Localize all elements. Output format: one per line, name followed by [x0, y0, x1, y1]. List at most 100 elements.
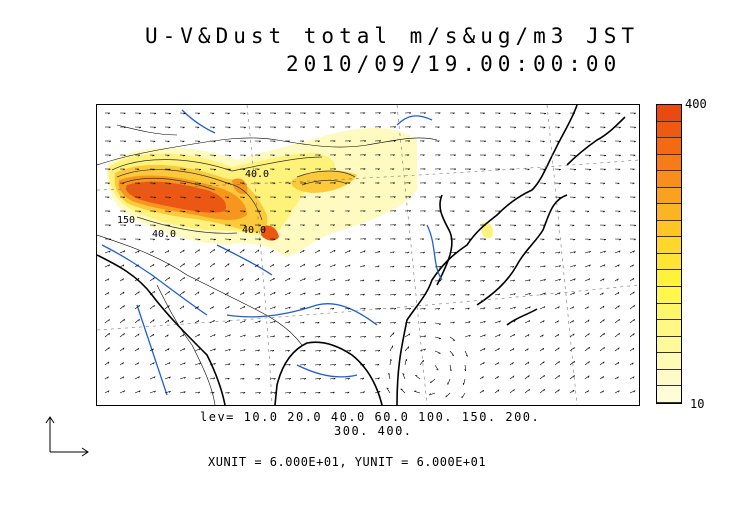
wind-arrowhead	[422, 140, 425, 143]
wind-arrowhead	[349, 154, 352, 157]
wind-arrow	[104, 264, 110, 268]
wind-arrow	[284, 321, 290, 324]
wind-arrowhead	[243, 306, 246, 309]
wind-arrowhead	[274, 392, 277, 394]
map-timestamp: 2010/09/19.00:00:00	[286, 52, 622, 76]
wind-arrow	[209, 348, 216, 352]
wind-arrow	[149, 376, 156, 380]
wind-arrowhead	[107, 292, 109, 295]
wind-arrow	[194, 348, 201, 352]
wind-arrow	[434, 336, 441, 339]
wind-arrowhead	[153, 182, 156, 185]
wind-arrow	[284, 350, 290, 352]
wind-arrow	[149, 263, 155, 268]
wind-arrowhead	[602, 390, 604, 393]
wind-arrow	[374, 377, 380, 380]
wind-arrowhead	[123, 291, 125, 294]
wind-arrowhead	[212, 306, 214, 309]
wind-arrow	[494, 376, 499, 380]
wind-arrow	[569, 347, 575, 352]
wind-arrow	[224, 348, 231, 352]
wind-arrowhead	[318, 391, 321, 394]
wind-arrow	[434, 350, 441, 354]
wind-arrowhead	[183, 391, 186, 394]
wind-arrowhead	[107, 361, 110, 364]
wind-arrowhead	[274, 210, 277, 213]
wind-arrowhead	[302, 224, 305, 227]
wind-arrowhead	[632, 362, 634, 365]
colorbar-cell	[657, 369, 681, 387]
wind-arrow	[539, 320, 545, 324]
wind-arrowhead	[618, 305, 620, 308]
wind-arrow	[344, 336, 351, 338]
wind-arrowhead	[409, 210, 412, 213]
wind-arrowhead	[438, 210, 441, 213]
wind-arrowhead	[258, 335, 261, 338]
wind-arrowhead	[438, 154, 441, 157]
wind-arrowhead	[618, 319, 620, 322]
wind-arrowhead	[183, 362, 186, 365]
wind-arrowhead	[573, 347, 575, 350]
wind-arrow	[254, 278, 260, 282]
wind-arrowhead	[558, 251, 561, 254]
wind-arrowhead	[273, 277, 275, 280]
wind-arrowhead	[197, 210, 200, 213]
wind-arrowhead	[529, 112, 532, 115]
wind-arrowhead	[572, 126, 575, 129]
wind-arrowhead	[542, 334, 544, 337]
wind-arrow	[254, 291, 260, 296]
wind-arrowhead	[212, 392, 215, 394]
wind-arrow	[344, 391, 350, 394]
contour-label: 40.0	[245, 169, 269, 180]
wind-arrow	[209, 392, 215, 394]
wind-arrow	[134, 264, 139, 268]
wind-arrowhead	[528, 320, 531, 323]
wind-arrowhead	[273, 140, 276, 143]
wind-arrowhead	[634, 126, 637, 129]
wind-arrow	[404, 294, 412, 296]
wind-arrowhead	[198, 348, 201, 351]
wind-arrowhead	[430, 380, 432, 384]
wind-arrowhead	[603, 319, 605, 322]
wind-arrow	[509, 293, 516, 296]
wind-arrow	[179, 348, 185, 352]
wind-arrow	[359, 308, 366, 310]
wind-arrowhead	[274, 112, 277, 115]
wind-arrowhead	[227, 112, 230, 115]
wind-arrow	[629, 291, 635, 296]
wind-arrowhead	[423, 265, 426, 268]
wind-arrow	[179, 291, 185, 296]
wind-arrowhead	[334, 168, 337, 171]
wind-arrowhead	[243, 224, 247, 227]
wind-arrowhead	[633, 390, 636, 393]
wind-arrowhead	[617, 362, 620, 365]
wind-arrow	[419, 280, 426, 282]
wind-arrowhead	[242, 196, 245, 199]
wind-arrowhead	[632, 278, 635, 281]
wind-arrow	[569, 333, 575, 338]
wind-arrow	[254, 335, 261, 338]
wind-arrow	[464, 334, 471, 338]
contour-label: 40.0	[242, 225, 266, 236]
wind-arrow	[539, 279, 546, 282]
wind-arrowhead	[558, 113, 561, 115]
wind-arrowhead	[632, 168, 635, 171]
wind-arrowhead	[618, 126, 621, 129]
wind-arrowhead	[138, 112, 142, 115]
colorbar	[656, 104, 682, 404]
wind-arrowhead	[333, 182, 336, 185]
wind-arrow	[134, 304, 140, 310]
wind-arrow	[509, 375, 515, 380]
wind-arrow	[284, 378, 291, 380]
wind-arrowhead	[318, 264, 321, 266]
wind-arrow	[209, 277, 215, 282]
wind-arrowhead	[408, 265, 411, 268]
wind-arrowhead	[273, 364, 275, 366]
wind-arrow	[509, 348, 515, 352]
wind-arrowhead	[587, 112, 590, 115]
wind-arrowhead	[363, 265, 366, 268]
wind-arrowhead	[258, 112, 261, 115]
wind-arrowhead	[138, 390, 141, 393]
wind-arrow	[614, 390, 620, 394]
wind-arrow	[119, 362, 124, 366]
